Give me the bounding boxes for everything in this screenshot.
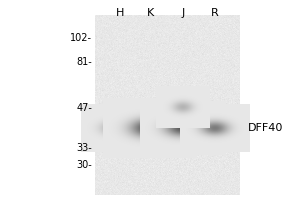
Text: 102-: 102-	[70, 33, 92, 43]
Text: R: R	[211, 8, 219, 18]
Bar	[95, 15, 240, 195]
Text: 47-: 47-	[76, 103, 92, 113]
Text: H: H	[116, 8, 124, 18]
Text: 33-: 33-	[76, 143, 92, 153]
Text: DFF40: DFF40	[248, 123, 284, 133]
Text: J: J	[182, 8, 184, 18]
Text: 81-: 81-	[76, 57, 92, 67]
Text: 30-: 30-	[76, 160, 92, 170]
Text: K: K	[146, 8, 154, 18]
